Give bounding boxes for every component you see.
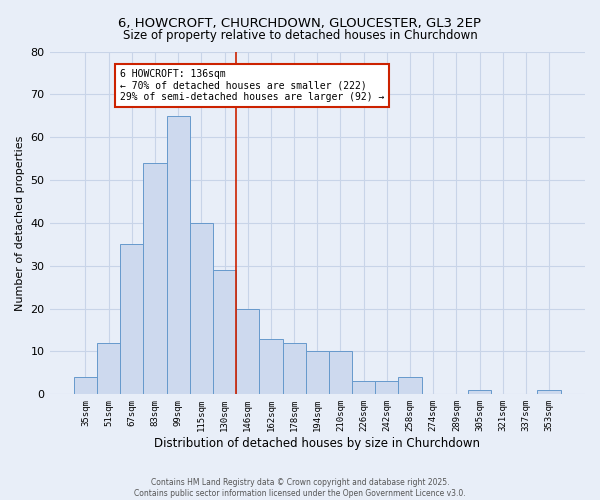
Bar [97, 343, 120, 394]
Bar [74, 377, 97, 394]
Bar [236, 308, 259, 394]
Text: Contains HM Land Registry data © Crown copyright and database right 2025.
Contai: Contains HM Land Registry data © Crown c… [134, 478, 466, 498]
Bar [398, 377, 422, 394]
Bar [213, 270, 236, 394]
Text: Size of property relative to detached houses in Churchdown: Size of property relative to detached ho… [122, 29, 478, 42]
Bar [259, 338, 283, 394]
Bar [538, 390, 560, 394]
X-axis label: Distribution of detached houses by size in Churchdown: Distribution of detached houses by size … [154, 437, 480, 450]
Bar [305, 352, 329, 395]
Bar [143, 163, 167, 394]
Bar [468, 390, 491, 394]
Bar [375, 382, 398, 394]
Text: 6, HOWCROFT, CHURCHDOWN, GLOUCESTER, GL3 2EP: 6, HOWCROFT, CHURCHDOWN, GLOUCESTER, GL3… [119, 18, 482, 30]
Bar [352, 382, 375, 394]
Y-axis label: Number of detached properties: Number of detached properties [15, 135, 25, 310]
Bar [190, 223, 213, 394]
Text: 6 HOWCROFT: 136sqm
← 70% of detached houses are smaller (222)
29% of semi-detach: 6 HOWCROFT: 136sqm ← 70% of detached hou… [120, 68, 385, 102]
Bar [329, 352, 352, 395]
Bar [283, 343, 305, 394]
Bar [120, 244, 143, 394]
Bar [167, 116, 190, 394]
